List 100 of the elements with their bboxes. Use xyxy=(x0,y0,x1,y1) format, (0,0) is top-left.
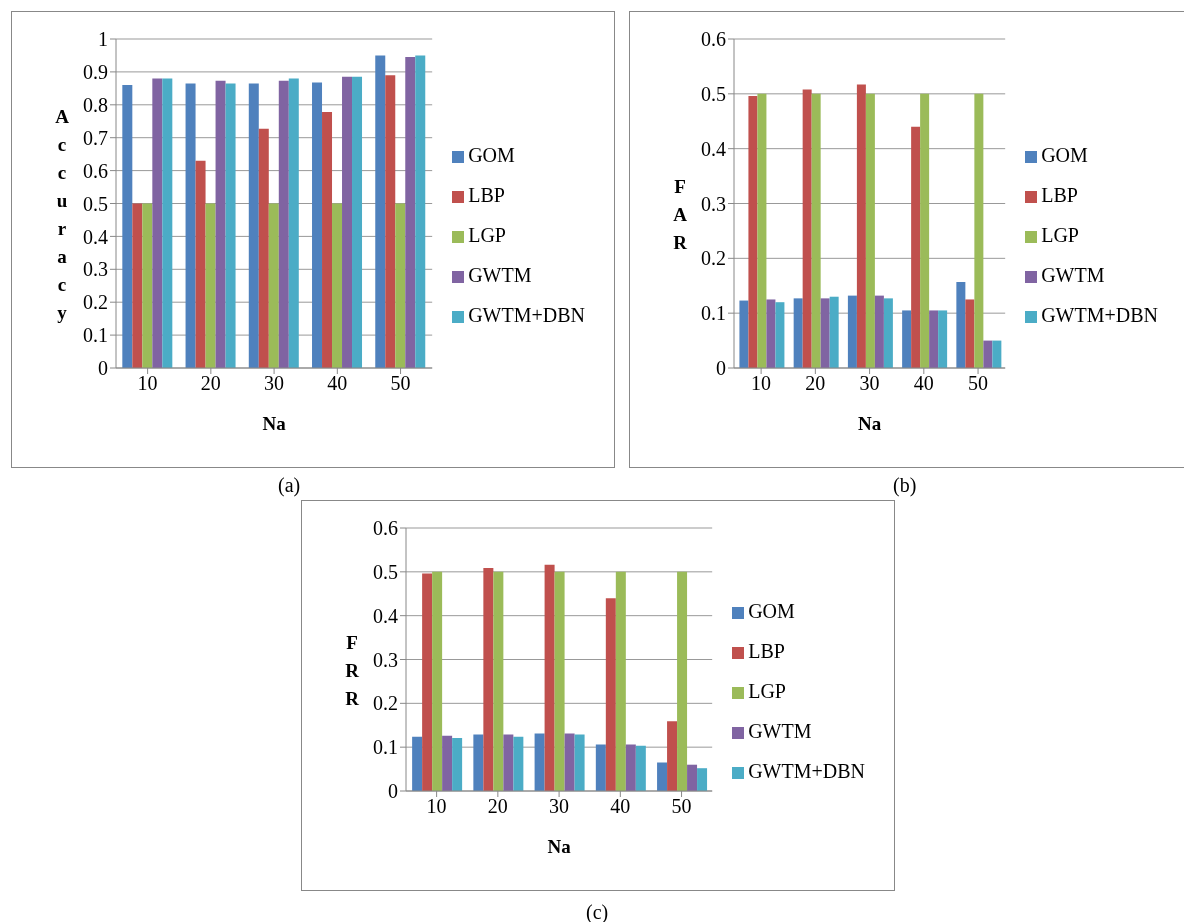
x-tick-label: 10 xyxy=(751,372,772,395)
x-tick-label: 20 xyxy=(805,372,826,395)
legend-label: GOM xyxy=(748,599,795,622)
y-tick-label: 0.7 xyxy=(83,126,108,149)
bar xyxy=(595,744,606,791)
bar xyxy=(142,203,153,368)
bar xyxy=(811,93,821,368)
bar xyxy=(432,571,443,791)
bar xyxy=(965,299,975,368)
y-tick-label: 0.3 xyxy=(701,192,726,215)
bar xyxy=(775,302,785,368)
bar xyxy=(332,203,343,368)
x-axis-title: Na xyxy=(262,413,287,434)
legend-label: GWTM xyxy=(1041,263,1105,286)
bar xyxy=(956,281,966,368)
bar xyxy=(697,768,708,791)
x-tick-label: 50 xyxy=(390,372,411,395)
bar xyxy=(974,93,984,368)
bar xyxy=(625,744,636,791)
bar xyxy=(195,160,206,368)
legend-label: LGP xyxy=(1041,223,1079,246)
y-tick-label: 0.5 xyxy=(83,192,108,215)
bar xyxy=(132,203,143,368)
bar xyxy=(902,310,912,368)
bar xyxy=(677,571,688,791)
y-tick-label: 0.1 xyxy=(373,736,398,759)
y-tick-label: 0.2 xyxy=(83,291,108,314)
legend-label: LGP xyxy=(748,679,786,702)
legend-label: LGP xyxy=(468,223,506,246)
y-axis-title: FAR xyxy=(673,174,687,255)
y-tick-label: 0.5 xyxy=(373,560,398,583)
bar xyxy=(554,571,565,791)
bar xyxy=(352,76,363,368)
bar xyxy=(544,564,555,791)
legend-label: LBP xyxy=(1041,183,1078,206)
bar xyxy=(452,737,463,791)
bar xyxy=(215,80,226,368)
legend-label: GWTM+DBN xyxy=(748,759,865,782)
bar xyxy=(739,300,749,368)
bar xyxy=(385,75,396,368)
x-tick-label: 10 xyxy=(426,795,447,818)
text: (a) xyxy=(278,474,301,497)
bar xyxy=(534,733,545,791)
x-tick-label: 30 xyxy=(264,372,285,395)
y-tick-label: 0 xyxy=(716,357,726,380)
x-tick-label: 40 xyxy=(913,372,934,395)
y-tick-label: 0.9 xyxy=(83,61,108,83)
x-tick-label: 40 xyxy=(327,372,348,395)
x-axis-title: Na xyxy=(857,413,882,434)
bar xyxy=(225,83,236,368)
x-tick-label: 50 xyxy=(968,372,989,395)
bar xyxy=(865,93,875,368)
legend-label: GWTM xyxy=(748,719,812,742)
text: (b) xyxy=(893,474,917,497)
bar xyxy=(657,762,668,791)
bar xyxy=(405,57,416,368)
bar xyxy=(856,84,866,368)
bar xyxy=(288,78,299,368)
bar xyxy=(802,89,812,368)
bar xyxy=(395,203,406,368)
x-tick-label: 20 xyxy=(200,372,221,395)
y-tick-label: 0.6 xyxy=(83,159,108,182)
y-tick-label: 0.4 xyxy=(373,604,398,627)
bar xyxy=(911,126,921,368)
bar xyxy=(278,80,289,368)
y-tick-label: 0.1 xyxy=(701,302,726,325)
bar xyxy=(258,128,269,368)
y-tick-label: 0.8 xyxy=(83,93,108,116)
bar xyxy=(322,112,333,368)
bar xyxy=(820,298,830,368)
bar xyxy=(574,734,585,791)
y-tick-label: 0.5 xyxy=(701,82,726,105)
bar xyxy=(412,736,423,791)
bar xyxy=(513,736,524,791)
y-tick-label: 0.2 xyxy=(701,247,726,270)
bar xyxy=(268,203,279,368)
y-tick-label: 0 xyxy=(98,357,108,380)
y-tick-label: 0.4 xyxy=(83,225,108,248)
x-tick-label: 50 xyxy=(671,795,692,818)
bar xyxy=(205,203,216,368)
x-axis-title: Na xyxy=(547,836,572,857)
bar xyxy=(748,96,758,368)
bar xyxy=(503,734,514,791)
bar xyxy=(929,310,939,368)
legend-label: GOM xyxy=(1041,143,1088,166)
y-axis-title: Accuracy xyxy=(55,104,69,325)
bar xyxy=(564,733,575,791)
bar xyxy=(687,764,698,791)
x-tick-label: 20 xyxy=(487,795,508,818)
legend-label: GOM xyxy=(468,143,515,166)
bar xyxy=(483,567,494,791)
x-tick-label: 40 xyxy=(610,795,631,818)
bar xyxy=(793,298,803,368)
bar xyxy=(829,296,839,368)
y-tick-label: 0.1 xyxy=(83,324,108,347)
y-tick-label: 0.6 xyxy=(373,517,398,540)
bar xyxy=(473,734,484,791)
y-tick-label: 1 xyxy=(98,28,108,51)
y-tick-label: 0.3 xyxy=(83,258,108,281)
bar xyxy=(615,571,626,791)
